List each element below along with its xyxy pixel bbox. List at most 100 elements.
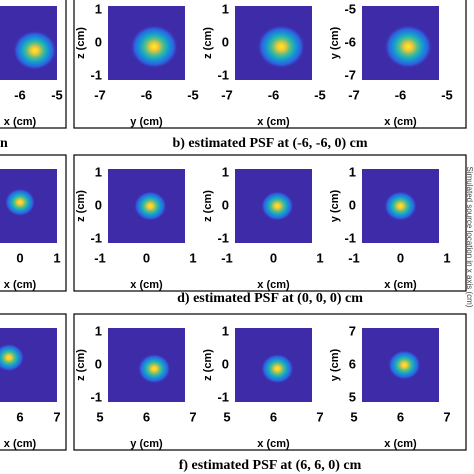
psf-spot: [257, 24, 306, 69]
x-tick-label: 6: [16, 409, 23, 424]
x-axis-label: x (cm): [4, 438, 37, 450]
x-tick-label: -5: [187, 87, 199, 102]
panel-box: [0, 313, 67, 451]
x-tick-label: -6: [395, 87, 407, 102]
x-axis-label: x (cm): [384, 438, 417, 450]
x-tick-label: 6: [397, 409, 404, 424]
x-tick-label: -5: [51, 87, 63, 102]
y-axis-label: z (cm): [202, 27, 214, 59]
x-tick-label: 7: [189, 409, 196, 424]
y-tick-label: 1: [95, 164, 102, 179]
x-axis-label: y (cm): [130, 116, 163, 128]
x-tick-label: -6: [141, 87, 153, 102]
x-tick-label: 0: [397, 250, 404, 265]
y-axis-label: z (cm): [202, 190, 214, 222]
x-tick-label: 5: [350, 409, 357, 424]
y-tick-label: -5: [344, 1, 356, 16]
y-tick-label: -1: [217, 67, 229, 82]
x-tick-label: -5: [441, 87, 453, 102]
x-tick-label: -5: [314, 87, 326, 102]
y-tick-label: 1: [349, 164, 356, 179]
psf-spot: [260, 353, 294, 384]
y-tick-label: -1: [217, 389, 229, 404]
x-axis-label: x (cm): [384, 116, 417, 128]
y-tick-label: 0: [95, 197, 102, 212]
y-tick-label: -1: [90, 67, 102, 82]
y-tick-label: 1: [222, 164, 229, 179]
y-tick-label: 7: [349, 323, 356, 338]
caption: d) estimated PSF at (0, 0, 0) cm: [177, 291, 363, 306]
panel-box: [73, 313, 467, 451]
y-axis-label: z (cm): [202, 349, 214, 381]
x-axis-label: x (cm): [257, 279, 290, 291]
y-axis-label: y (cm): [329, 348, 341, 381]
x-axis-label: x (cm): [130, 279, 163, 291]
y-tick-label: -7: [344, 67, 356, 82]
y-tick-label: 1: [222, 1, 229, 16]
x-tick-label: -6: [268, 87, 280, 102]
x-tick-label: -6: [14, 87, 26, 102]
x-tick-label: 1: [443, 250, 450, 265]
psf-spot: [12, 30, 57, 71]
y-tick-label: 0: [222, 34, 229, 49]
y-tick-label: 0: [222, 197, 229, 212]
y-tick-label: 0: [95, 356, 102, 371]
x-tick-label: -7: [348, 87, 360, 102]
psf-spot: [137, 353, 171, 384]
x-tick-label: 1: [53, 250, 60, 265]
x-axis-label: x (cm): [4, 116, 37, 128]
caption: f) estimated PSF at (6, 6, 0) cm: [179, 458, 362, 473]
x-tick-label: 1: [316, 250, 323, 265]
y-tick-label: -1: [90, 389, 102, 404]
panel-box: [73, 154, 467, 292]
x-tick-label: 7: [443, 409, 450, 424]
x-tick-label: -1: [348, 250, 360, 265]
x-tick-label: 6: [270, 409, 277, 424]
y-axis-label: z (cm): [75, 190, 87, 222]
x-tick-label: 7: [53, 409, 60, 424]
y-tick-label: 1: [95, 1, 102, 16]
y-tick-label: 0: [95, 34, 102, 49]
y-axis-label: y (cm): [329, 26, 341, 59]
x-tick-label: 5: [223, 409, 230, 424]
y-tick-label: -1: [217, 230, 229, 245]
psf-spot: [260, 191, 294, 221]
x-axis-label: x (cm): [257, 116, 290, 128]
x-tick-label: 6: [143, 409, 150, 424]
x-tick-label: 0: [143, 250, 150, 265]
caption: n: [0, 136, 8, 151]
psf-spot: [384, 191, 417, 221]
y-tick-label: -6: [344, 34, 356, 49]
x-tick-label: -7: [94, 87, 106, 102]
y-axis-label: z (cm): [75, 349, 87, 381]
y-tick-label: 1: [222, 323, 229, 338]
psf-spot: [133, 191, 167, 221]
y-tick-label: 5: [349, 389, 356, 404]
y-tick-label: 6: [349, 356, 356, 371]
y-axis-label: z (cm): [75, 27, 87, 59]
x-axis-label: x (cm): [257, 438, 290, 450]
x-tick-label: 7: [316, 409, 323, 424]
y-tick-label: -1: [90, 230, 102, 245]
y-tick-label: 0: [222, 356, 229, 371]
y-tick-label: 1: [95, 323, 102, 338]
x-tick-label: 5: [96, 409, 103, 424]
psf-spot: [0, 343, 25, 372]
panel-box: [0, 0, 67, 129]
x-axis-label: y (cm): [130, 438, 163, 450]
psf-spot: [387, 350, 421, 380]
panel-box: [0, 154, 67, 292]
side-label: Simulated source location in x axis (cm): [465, 167, 474, 308]
panel-box: [73, 0, 467, 129]
x-tick-label: 1: [189, 250, 196, 265]
x-tick-label: -1: [94, 250, 106, 265]
x-axis-label: x (cm): [384, 279, 417, 291]
psf-spot: [384, 24, 433, 69]
caption: b) estimated PSF at (-6, -6, 0) cm: [172, 136, 367, 151]
x-tick-label: 0: [270, 250, 277, 265]
y-tick-label: 0: [349, 197, 356, 212]
y-axis-label: y (cm): [329, 189, 341, 222]
x-tick-label: -7: [221, 87, 233, 102]
